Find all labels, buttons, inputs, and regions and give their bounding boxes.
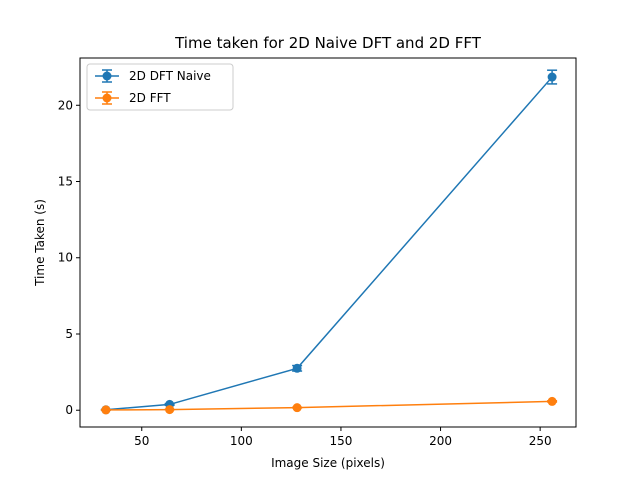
data-point [165,405,175,415]
y-axis-label: Time Taken (s) [33,199,47,287]
chart-title: Time taken for 2D Naive DFT and 2D FFT [174,34,482,52]
data-point [292,403,302,413]
x-tick-label: 200 [429,434,452,448]
data-point [547,72,557,82]
series-line [105,400,553,411]
legend-entry: 2D DFT Naive [95,69,211,83]
data-point [292,363,302,373]
x-tick-label: 250 [529,434,552,448]
axes-frame [79,57,577,428]
data-point [547,396,557,406]
series-line [105,76,553,411]
x-tick-label: 50 [134,434,149,448]
y-tick-label: 20 [58,98,73,112]
legend-entry: 2D FFT [95,91,171,105]
axis-ticks: 50 100 150 200 250 0 5 10 15 20 [58,98,552,448]
data-point [101,405,111,415]
legend-marker [102,93,112,103]
y-tick-label: 10 [58,251,73,265]
legend-marker [102,71,112,81]
legend-label: 2D FFT [129,91,171,105]
legend-label: 2D DFT Naive [129,69,211,83]
x-tick-label: 150 [329,434,352,448]
series-layer [100,69,558,415]
x-tick-label: 100 [230,434,253,448]
y-tick-label: 5 [65,327,73,341]
legend-box [86,63,234,111]
y-tick-label: 15 [58,175,73,189]
legend: 2D DFT Naive 2D FFT [86,63,234,111]
y-tick-label: 0 [65,403,73,417]
x-axis-label: Image Size (pixels) [271,456,385,470]
series-2 [100,396,558,415]
